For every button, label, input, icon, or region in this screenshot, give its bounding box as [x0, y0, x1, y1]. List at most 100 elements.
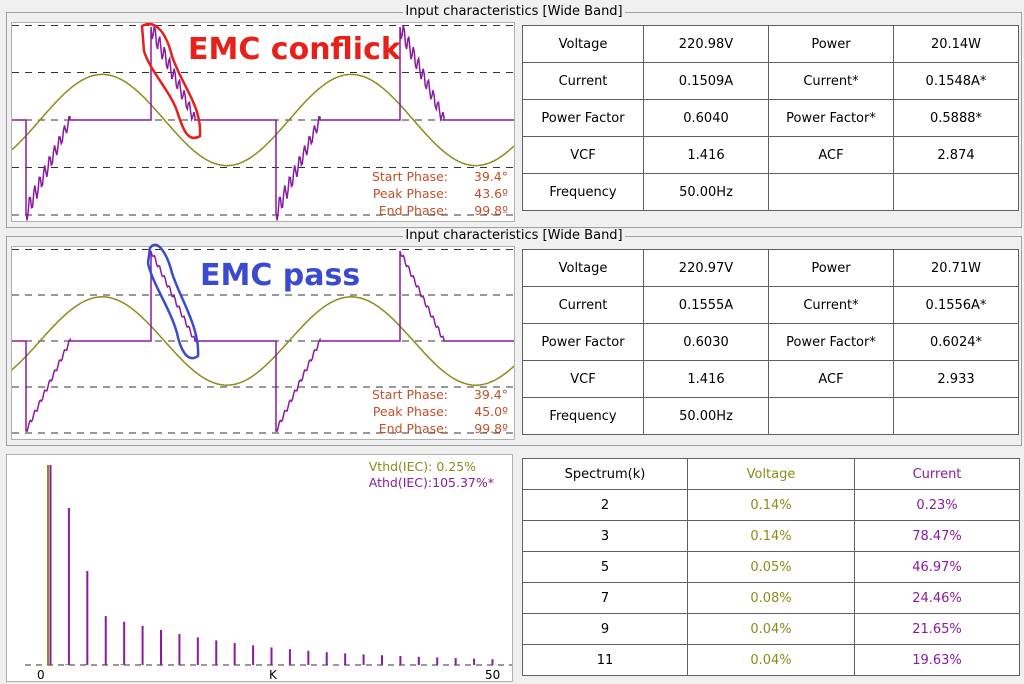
- peak-phase-value: 45.0º: [474, 404, 508, 419]
- table-row: 3 0.14% 78.47%: [522, 520, 1020, 552]
- phase-readout-2: Start Phase: 39.4° Peak Phase: 45.0º End…: [372, 386, 508, 437]
- end-phase-value: 99.8º: [474, 203, 508, 218]
- group-title-1: Input characteristics [Wide Band]: [403, 4, 625, 19]
- annotation-loop-blue: [146, 243, 200, 360]
- harmonic-spectrum-chart: 0 K 50: [25, 465, 512, 681]
- frequency-value: 50.00Hz: [643, 173, 769, 211]
- empty-cell: [768, 173, 894, 211]
- current-pct: 46.97%: [854, 551, 1020, 583]
- table-row: 11 0.04% 19.63%: [522, 644, 1020, 676]
- table-row: VCF 1.416 ACF 2.874: [522, 136, 1019, 174]
- table-row: VCF 1.416 ACF 2.933: [522, 360, 1019, 398]
- current-label: Current: [522, 286, 644, 324]
- acf-label: ACF: [768, 136, 894, 174]
- current-pct: 24.46%: [854, 582, 1020, 614]
- group-title-2: Input characteristics [Wide Band]: [403, 228, 625, 243]
- red-loop-path: [140, 22, 202, 140]
- spectrum-table: Spectrum(k) Voltage Current 2 0.14% 0.23% …: [522, 458, 1020, 676]
- measurement-table-1: Voltage 220.98V Power 20.14W Current 0.1…: [522, 25, 1019, 211]
- empty-cell: [893, 173, 1019, 211]
- current-star-value: 0.1556A*: [893, 286, 1019, 324]
- vthd-label: Vthd(IEC):: [368, 459, 433, 474]
- emc-pass-annotation: EMC pass: [200, 258, 361, 293]
- power-value: 20.71W: [893, 249, 1019, 287]
- current-value: 0.1509A: [643, 62, 769, 100]
- empty-cell: [768, 397, 894, 435]
- current-star-label: Current*: [768, 62, 894, 100]
- athd-label: Athd(IEC):: [368, 475, 433, 490]
- start-phase-value: 39.4°: [473, 169, 508, 184]
- frequency-value: 50.00Hz: [643, 397, 769, 435]
- waveform-panel-1: Start Phase: 39.4° Peak Phase: 43.6º End…: [11, 22, 515, 222]
- waveform-plot-2: [12, 249, 514, 434]
- table-row: Voltage 220.98V Power 20.14W: [522, 25, 1019, 63]
- vcf-value: 1.416: [643, 360, 769, 398]
- table-row: Frequency 50.00Hz: [522, 173, 1019, 211]
- input-characteristics-group-1: Input characteristics [Wide Band]: [6, 4, 1022, 228]
- power-factor-label: Power Factor: [522, 99, 644, 137]
- table-row: Current 0.1509A Current* 0.1548A*: [522, 62, 1019, 100]
- voltage-pct: 0.14%: [687, 520, 855, 552]
- voltage-label: Voltage: [522, 249, 644, 287]
- harmonic-spectrum-panel: 0 K 50 Vthd(IEC): 0.25% Athd(IEC):105.37%*: [6, 454, 513, 682]
- harmonic-k: 7: [522, 582, 688, 614]
- table-row: 7 0.08% 24.46%: [522, 582, 1020, 614]
- table-header-row: Spectrum(k) Voltage Current: [522, 458, 1020, 490]
- start-phase-value: 39.4°: [473, 387, 508, 402]
- vthd-value: 0.25%: [436, 459, 477, 474]
- power-factor-value: 0.6030: [643, 323, 769, 361]
- peak-phase-label: Peak Phase:: [372, 186, 449, 201]
- voltage-header: Voltage: [687, 458, 855, 490]
- waveform-plot-1: [12, 25, 514, 221]
- voltage-waveform: [12, 296, 514, 386]
- peak-phase-label: Peak Phase:: [372, 404, 449, 419]
- power-factor-star-label: Power Factor*: [768, 99, 894, 137]
- power-factor-value: 0.6040: [643, 99, 769, 137]
- power-factor-star-value: 0.5888*: [893, 99, 1019, 137]
- table-row: Power Factor 0.6030 Power Factor* 0.6024…: [522, 323, 1019, 361]
- vcf-label: VCF: [522, 136, 644, 174]
- power-label: Power: [768, 249, 894, 287]
- athd-value: 105.37%*: [432, 475, 494, 490]
- power-value: 20.14W: [893, 25, 1019, 63]
- x-tick-label: 50: [485, 668, 500, 681]
- current-label: Current: [522, 62, 644, 100]
- table-row: 2 0.14% 0.23%: [522, 489, 1020, 521]
- start-phase-label: Start Phase:: [371, 169, 449, 184]
- voltage-pct: 0.04%: [687, 613, 855, 645]
- voltage-label: Voltage: [522, 25, 644, 63]
- vcf-label: VCF: [522, 360, 644, 398]
- current-waveform: [12, 25, 514, 221]
- harmonic-k: 3: [522, 520, 688, 552]
- current-pct: 0.23%: [854, 489, 1020, 521]
- start-phase-label: Start Phase:: [371, 387, 449, 402]
- power-factor-star-value: 0.6024*: [893, 323, 1019, 361]
- acf-value: 2.874: [893, 136, 1019, 174]
- power-label: Power: [768, 25, 894, 63]
- table-row: 9 0.04% 21.65%: [522, 613, 1020, 645]
- current-star-label: Current*: [768, 286, 894, 324]
- emc-conflict-annotation: EMC conflick: [188, 32, 401, 67]
- end-phase-label: End Phase:: [378, 421, 449, 436]
- harmonic-k: 2: [522, 489, 688, 521]
- voltage-value: 220.98V: [643, 25, 769, 63]
- waveform-panel-2: Start Phase: 39.4° Peak Phase: 45.0º End…: [11, 246, 515, 440]
- vcf-value: 1.416: [643, 136, 769, 174]
- voltage-pct: 0.14%: [687, 489, 855, 521]
- acf-value: 2.933: [893, 360, 1019, 398]
- power-factor-label: Power Factor: [522, 323, 644, 361]
- current-value: 0.1555A: [643, 286, 769, 324]
- x-tick-label: 0: [37, 668, 45, 681]
- voltage-value: 220.97V: [643, 249, 769, 287]
- voltage-pct: 0.04%: [687, 644, 855, 676]
- voltage-waveform: [12, 73, 514, 167]
- table-row: Frequency 50.00Hz: [522, 397, 1019, 435]
- thd-readout: Vthd(IEC): 0.25% Athd(IEC):105.37%*: [369, 459, 494, 491]
- harmonic-k: 5: [522, 551, 688, 583]
- peak-phase-value: 43.6º: [474, 186, 508, 201]
- end-phase-value: 99.8º: [474, 421, 508, 436]
- end-phase-label: End Phase:: [378, 203, 449, 218]
- annotation-loop-red: [140, 22, 202, 140]
- voltage-pct: 0.08%: [687, 582, 855, 614]
- table-row: Voltage 220.97V Power 20.71W: [522, 249, 1019, 287]
